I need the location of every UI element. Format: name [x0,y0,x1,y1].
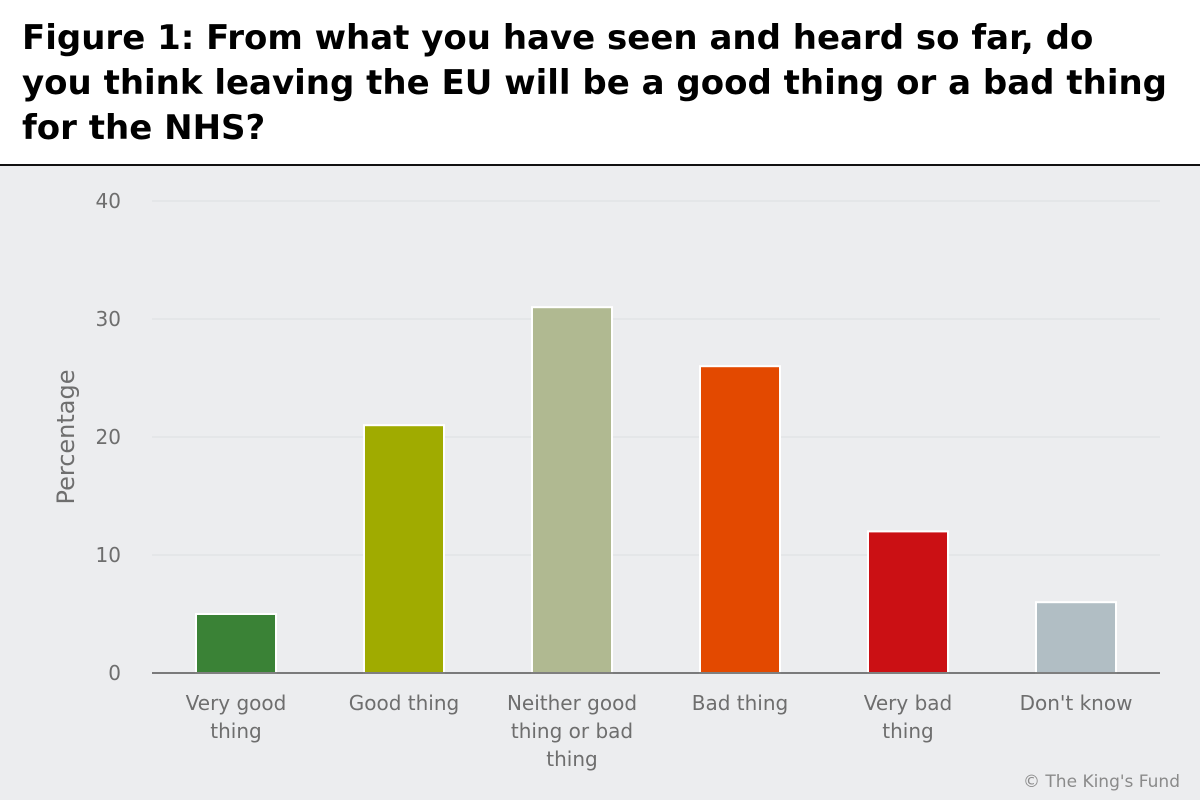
y-tick-label-10: 10 [96,543,121,567]
bar-0 [195,613,277,674]
y-tick-label-40: 40 [96,189,121,213]
x-category-label-0: Very good thing [186,691,287,743]
copyright-credit: © The King's Fund [1023,772,1180,792]
x-category-label-4: Very bad thing [864,691,953,743]
x-category-label-5: Don't know [1020,691,1133,715]
bar-3 [699,365,781,674]
x-category-label-1: Good thing [349,691,459,715]
bar-1 [363,424,445,675]
y-tick-label-0: 0 [108,661,121,685]
y-tick-label-30: 30 [96,307,121,331]
bar-2 [531,306,613,674]
bar-4 [867,530,949,674]
chart-header: Figure 1: From what you have seen and he… [0,0,1200,166]
chart-area: 0 10 20 30 40 Very good thing Good thing Neither… [0,166,1200,800]
bar-chart: 0 10 20 30 40 Very good thing Good thing Neither… [52,189,1160,771]
x-category-label-3: Bad thing [692,691,788,715]
y-axis-title: Percentage [52,369,80,504]
bar-5 [1035,601,1117,675]
x-category-label-2: Neither good thing or bad thing [507,691,637,771]
y-tick-label-20: 20 [96,425,121,449]
chart-title: Figure 1: From what you have seen and he… [22,18,1168,148]
